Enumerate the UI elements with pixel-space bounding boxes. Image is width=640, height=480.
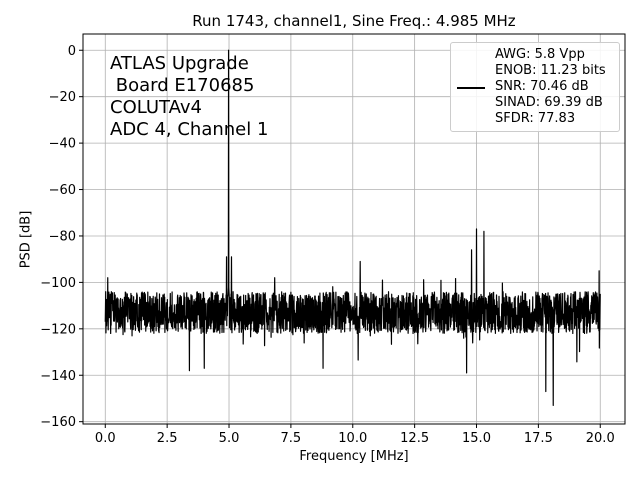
plot-frame — [82, 33, 626, 425]
x-tick-label: 10.0 — [338, 431, 367, 446]
x-tick-label: 12.5 — [400, 431, 429, 446]
x-tick-label: 20.0 — [586, 431, 615, 446]
chart-title: Run 1743, channel1, Sine Freq.: 4.985 MH… — [192, 12, 516, 30]
y-tick-label: −40 — [49, 137, 76, 152]
y-tick-label: −140 — [40, 369, 76, 384]
y-tick-label: −60 — [49, 183, 76, 198]
tick-layer: 0.0 2.5 5.0 7.5 10.0 12.5 15.0 17.5 20.0 0 −20 −40 −… — [40, 44, 614, 446]
x-tick-label: 2.5 — [157, 431, 178, 446]
x-axis-label: Frequency [MHz] — [299, 449, 409, 464]
y-tick-label: −100 — [40, 276, 76, 291]
legend-entry: AWG: 5.8 Vpp ENOB: 11.23 bits SNR: 70.46… — [495, 47, 606, 126]
board-annotation: ATLAS Upgrade Board E170685 COLUTAv4 ADC… — [110, 53, 269, 140]
y-tick-label: −20 — [49, 90, 76, 105]
x-tick-label: 7.5 — [281, 431, 302, 446]
y-tick-label: −160 — [40, 415, 76, 430]
x-tick-label: 5.0 — [219, 431, 240, 446]
series-layer — [104, 49, 601, 407]
x-tick-label: 15.0 — [462, 431, 491, 446]
x-tick-label: 17.5 — [524, 431, 553, 446]
x-tick-label: 0.0 — [95, 431, 116, 446]
legend-swatch — [457, 87, 485, 89]
grid-lines — [83, 34, 625, 424]
y-tick-label: −80 — [49, 229, 76, 244]
y-tick-label: −120 — [40, 322, 76, 337]
y-axis-label: PSD [dB] — [18, 210, 34, 269]
psd-series-line — [104, 49, 601, 407]
legend: AWG: 5.8 Vpp ENOB: 11.23 bits SNR: 70.46… — [450, 42, 620, 132]
y-tick-label: 0 — [68, 44, 76, 59]
